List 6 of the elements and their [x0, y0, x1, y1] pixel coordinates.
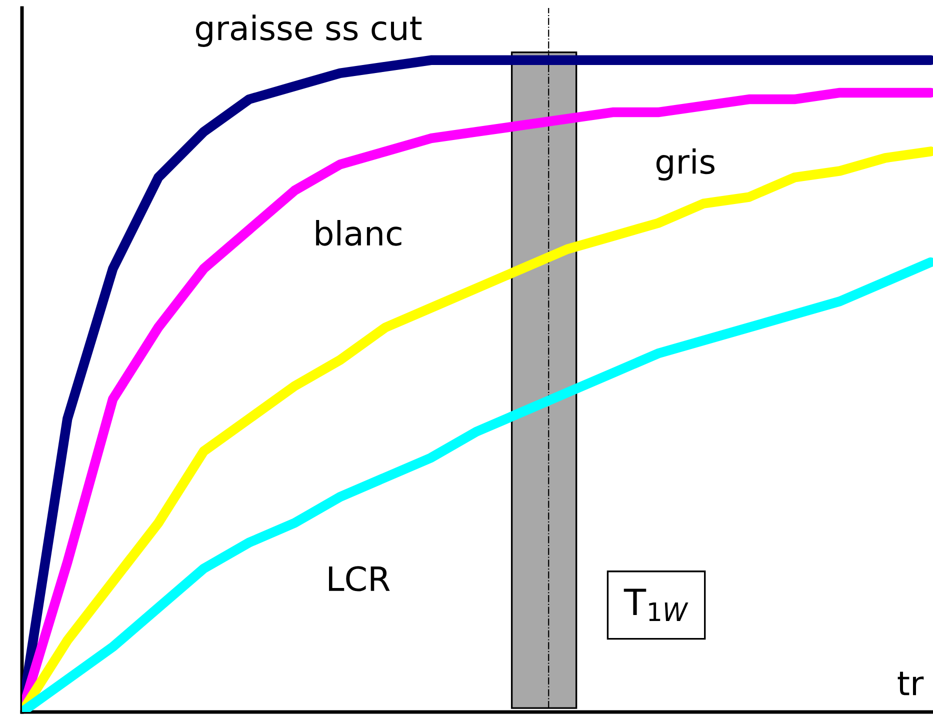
series-label: blanc — [316, 220, 402, 246]
series-label: gris — [656, 148, 714, 181]
annotation: tr — [898, 672, 924, 696]
series-label: LCR — [328, 566, 390, 592]
annotation: T$_{1W}$ — [624, 588, 688, 621]
series-label: graisse ss cut — [196, 14, 422, 47]
